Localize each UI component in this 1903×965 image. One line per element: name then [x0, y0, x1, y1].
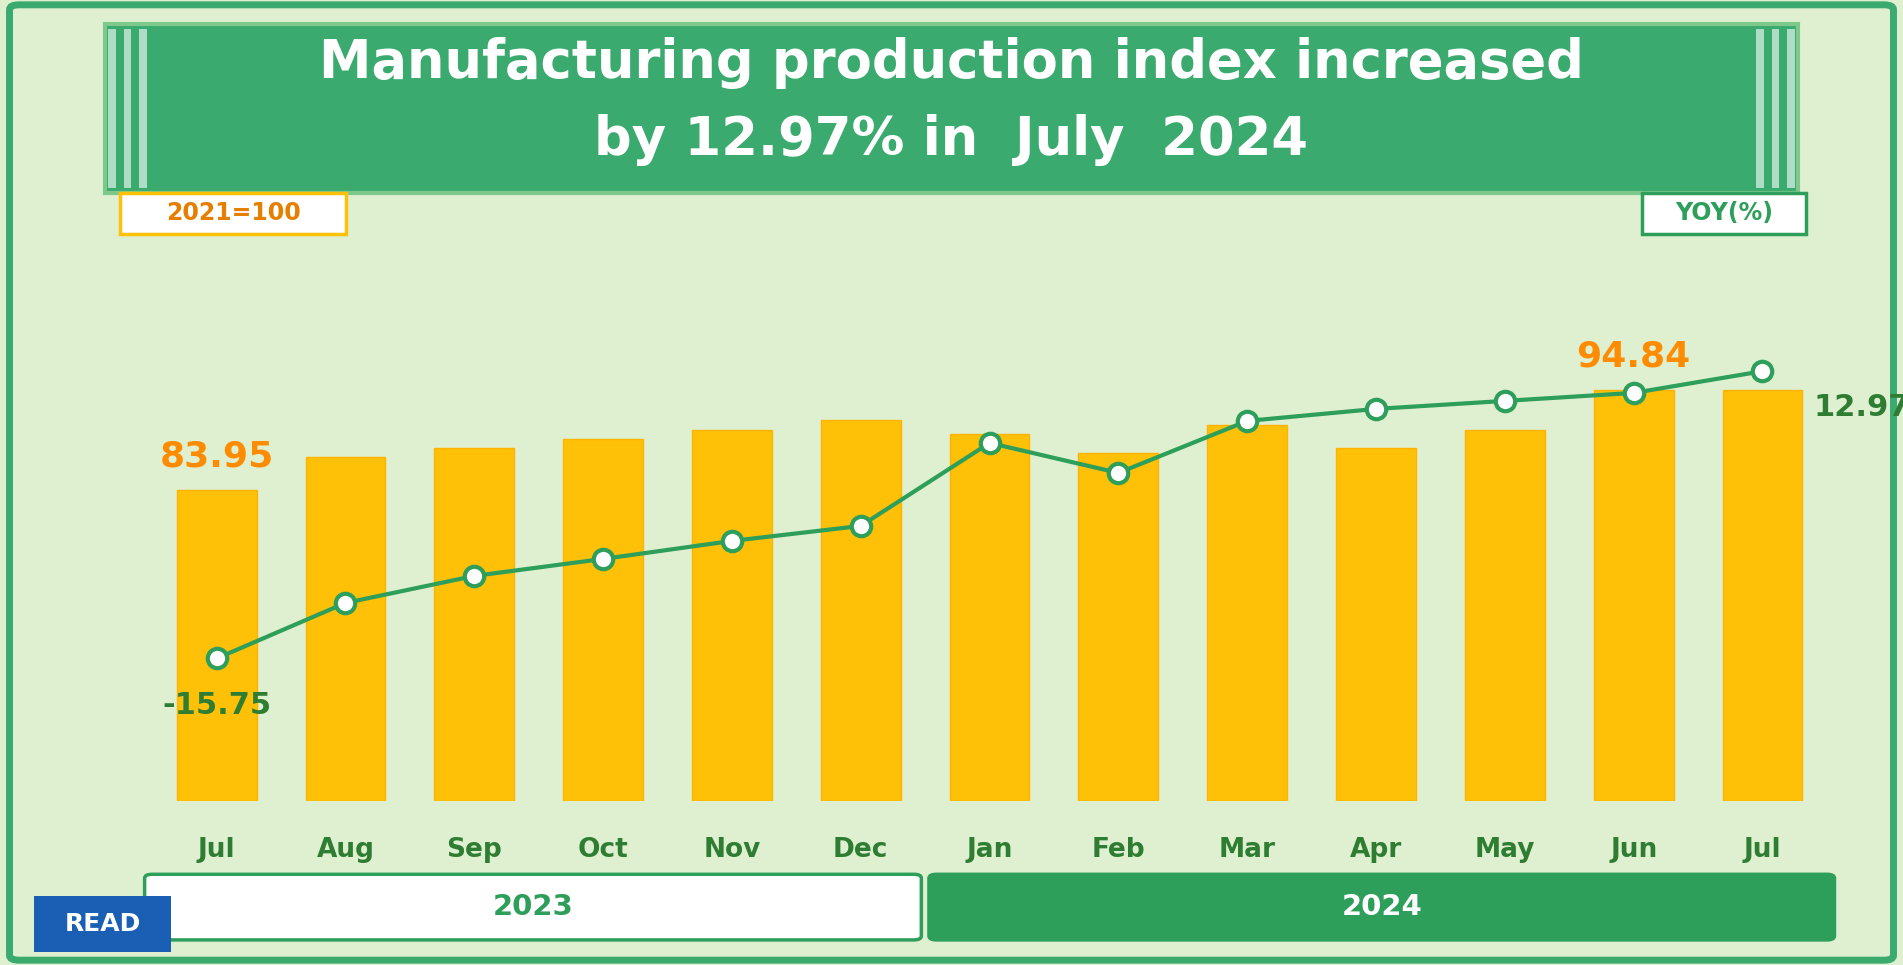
Text: May: May — [1475, 837, 1536, 863]
Text: Sep: Sep — [447, 837, 502, 863]
Text: 2021=100: 2021=100 — [166, 202, 301, 225]
Bar — [1465, 429, 1545, 801]
Text: Jun: Jun — [1610, 837, 1658, 863]
Text: Mar: Mar — [1218, 837, 1275, 863]
Text: 83.95: 83.95 — [160, 439, 274, 473]
Text: Dec: Dec — [834, 837, 889, 863]
Bar — [1207, 425, 1286, 801]
Bar — [1593, 390, 1673, 801]
Bar — [950, 434, 1030, 801]
Text: 2023: 2023 — [493, 893, 573, 922]
Bar — [1079, 453, 1159, 801]
Text: Feb: Feb — [1092, 837, 1146, 863]
Text: YOY(%): YOY(%) — [1675, 202, 1774, 225]
Bar — [820, 421, 900, 801]
Text: Manufacturing production index increased: Manufacturing production index increased — [320, 37, 1583, 89]
Bar — [177, 489, 257, 801]
Text: -15.75: -15.75 — [162, 692, 272, 721]
Text: Nov: Nov — [704, 837, 761, 863]
Text: Jan: Jan — [967, 837, 1012, 863]
Text: 94.84: 94.84 — [1576, 340, 1690, 373]
Text: Oct: Oct — [579, 837, 628, 863]
Text: Jul: Jul — [1743, 837, 1781, 863]
Bar — [563, 439, 643, 801]
Bar — [1336, 448, 1416, 801]
Text: READ: READ — [65, 913, 141, 936]
Bar — [693, 429, 773, 801]
Text: 12.97: 12.97 — [1814, 393, 1903, 423]
Text: by 12.97% in  July  2024: by 12.97% in July 2024 — [594, 114, 1309, 166]
Text: Aug: Aug — [316, 837, 375, 863]
Bar — [306, 457, 386, 801]
Text: Jul: Jul — [198, 837, 236, 863]
Bar — [434, 448, 514, 801]
Text: Apr: Apr — [1349, 837, 1403, 863]
Text: 2024: 2024 — [1342, 893, 1422, 922]
Bar — [1722, 390, 1802, 801]
